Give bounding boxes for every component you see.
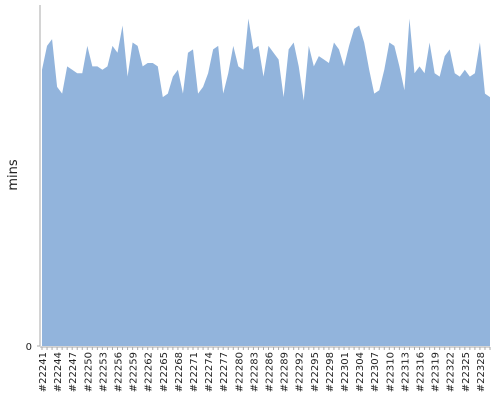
x-tick-label: #22298 [325,352,336,392]
x-tick-label: #22259 [129,352,140,392]
x-tick-label: #22304 [355,352,366,392]
y-axis-label: mins [6,159,21,191]
x-tick-label: #22253 [98,352,109,392]
x-tick-label: #22286 [265,352,276,392]
x-tick-label: #22319 [431,352,442,392]
x-tick-label: #22310 [385,352,396,392]
x-tick-label: #22325 [461,352,472,392]
x-tick-label: #22277 [219,352,230,392]
x-tick-label: #22271 [189,352,200,392]
x-tick-label: #22316 [416,352,427,392]
x-tick-label: #22295 [310,352,321,392]
x-tick-label: #22250 [83,352,94,392]
x-tick-label: #22328 [476,352,487,392]
x-tick-label: #22283 [249,352,260,392]
x-tick-label: #22262 [144,352,155,392]
x-tick-label: #22289 [280,352,291,392]
x-tick-label: #22313 [400,352,411,392]
x-tick-label: #22274 [204,352,215,392]
area [42,18,490,346]
y-tick-label: 0 [26,342,32,353]
x-tick-label: #22268 [174,352,185,392]
x-tick-label: #22244 [53,352,64,392]
x-tick-label: #22265 [159,352,170,392]
x-tick-label: #22307 [370,352,381,392]
x-tick-label: #22256 [114,352,125,392]
x-tick-label: #22301 [340,352,351,392]
x-tick-label: #22292 [295,352,306,392]
x-tick-label: #22280 [234,352,245,392]
x-tick-label: #22322 [446,352,457,392]
x-tick-label: #22247 [68,352,79,392]
x-tick-label: #22241 [38,352,49,392]
